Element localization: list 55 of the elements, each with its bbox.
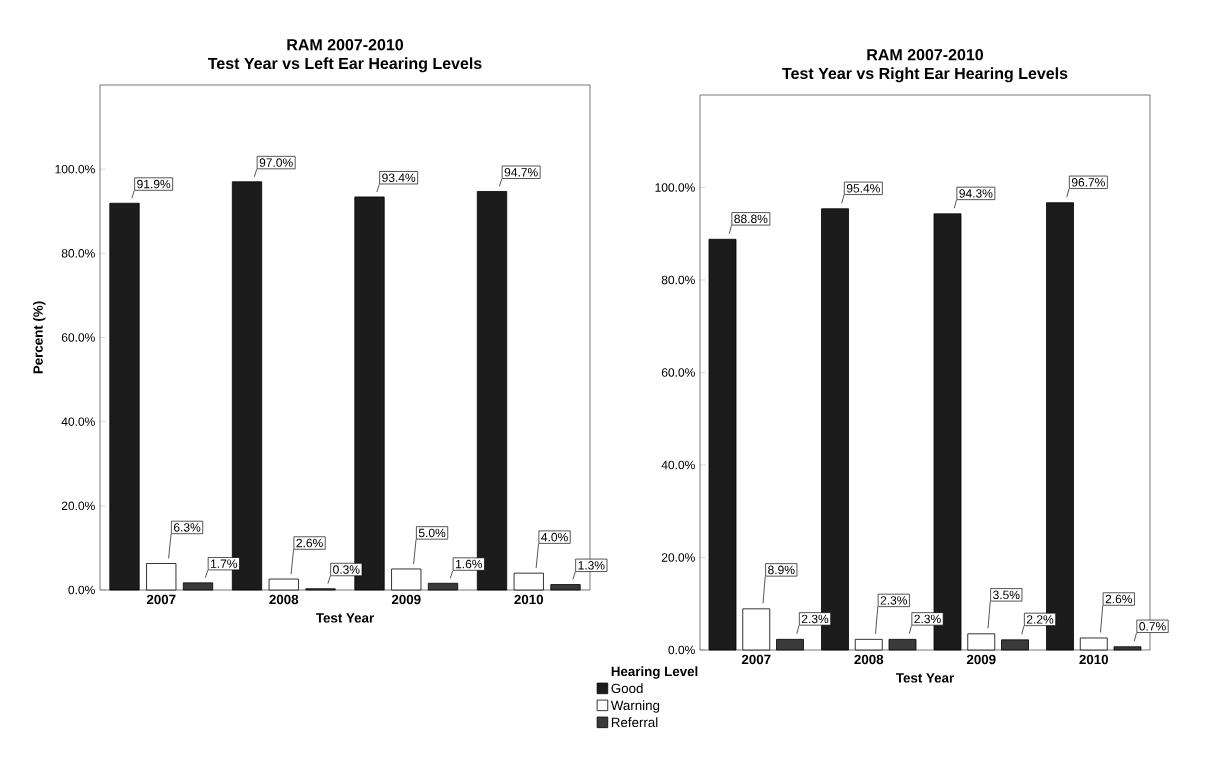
- y-tick-label: 20.0%: [61, 501, 95, 511]
- data-label: 0.7%: [1139, 622, 1166, 631]
- y-tick-label: 0.0%: [68, 585, 95, 595]
- y-tick-label: 20.0%: [661, 553, 695, 562]
- legend-label: Warning: [610, 700, 660, 713]
- y-tick-label: 80.0%: [61, 249, 95, 258]
- data-label: 5.0%: [418, 528, 446, 538]
- x-tick-label: 2010: [514, 594, 544, 605]
- data-label: 2.3%: [914, 614, 941, 624]
- data-label: 88.8%: [734, 214, 768, 224]
- data-label: 2.6%: [296, 538, 323, 548]
- data-label: 8.9%: [768, 565, 795, 575]
- data-label: 4.0%: [541, 532, 568, 542]
- y-axis-title: Percent (%): [33, 301, 46, 374]
- data-label: 94.3%: [959, 189, 993, 198]
- data-label: 93.4%: [382, 173, 416, 182]
- y-tick-label: 80.0%: [661, 275, 695, 285]
- x-axis-title: Test Year: [316, 613, 374, 623]
- legend-label: Good: [611, 683, 643, 694]
- x-tick-label: 2007: [741, 654, 771, 665]
- legend-title: Hearing Level: [611, 666, 698, 679]
- y-tick-label: 0.0%: [668, 645, 695, 655]
- data-label: 6.3%: [174, 523, 201, 532]
- x-tick-label: 2008: [854, 654, 884, 665]
- y-tick-label: 40.0%: [661, 460, 695, 470]
- data-label: 2.3%: [801, 614, 829, 624]
- chart-subtitle: Test Year vs Left Ear Hearing Levels: [207, 57, 482, 73]
- data-label: 94.7%: [504, 168, 538, 177]
- y-tick-label: 60.0%: [61, 333, 95, 342]
- data-label: 2.2%: [1026, 615, 1054, 624]
- data-label: 3.5%: [993, 590, 1020, 600]
- x-tick-label: 2008: [269, 594, 299, 605]
- data-label: 1.3%: [578, 561, 605, 570]
- data-label: 97.0%: [259, 158, 293, 167]
- data-label: 1.6%: [456, 559, 483, 569]
- chart-title: RAM 2007-2010: [867, 49, 984, 61]
- y-tick-label: 100.0%: [55, 164, 95, 174]
- y-tick-label: 60.0%: [661, 368, 695, 377]
- chart-subtitle: Test Year vs Right Ear Hearing Levels: [782, 67, 1068, 83]
- y-tick-label: 100.0%: [655, 183, 695, 192]
- y-tick-label: 40.0%: [61, 417, 95, 426]
- data-label: 96.7%: [1071, 178, 1105, 187]
- x-tick-label: 2007: [146, 594, 176, 605]
- data-label: 95.4%: [846, 184, 880, 193]
- data-label: 0.3%: [333, 565, 360, 574]
- data-label: 1.7%: [211, 559, 238, 568]
- x-tick-label: 2009: [391, 594, 421, 605]
- legend-label: Referral: [611, 717, 658, 728]
- chart-title: RAM 2007-2010: [287, 39, 404, 51]
- data-label: 2.3%: [880, 596, 908, 605]
- data-label: 2.6%: [1105, 594, 1133, 604]
- x-tick-label: 2009: [966, 654, 996, 665]
- x-axis-title: Test Year: [896, 673, 954, 683]
- x-tick-label: 2010: [1079, 654, 1109, 665]
- data-label: 91.9%: [137, 179, 171, 189]
